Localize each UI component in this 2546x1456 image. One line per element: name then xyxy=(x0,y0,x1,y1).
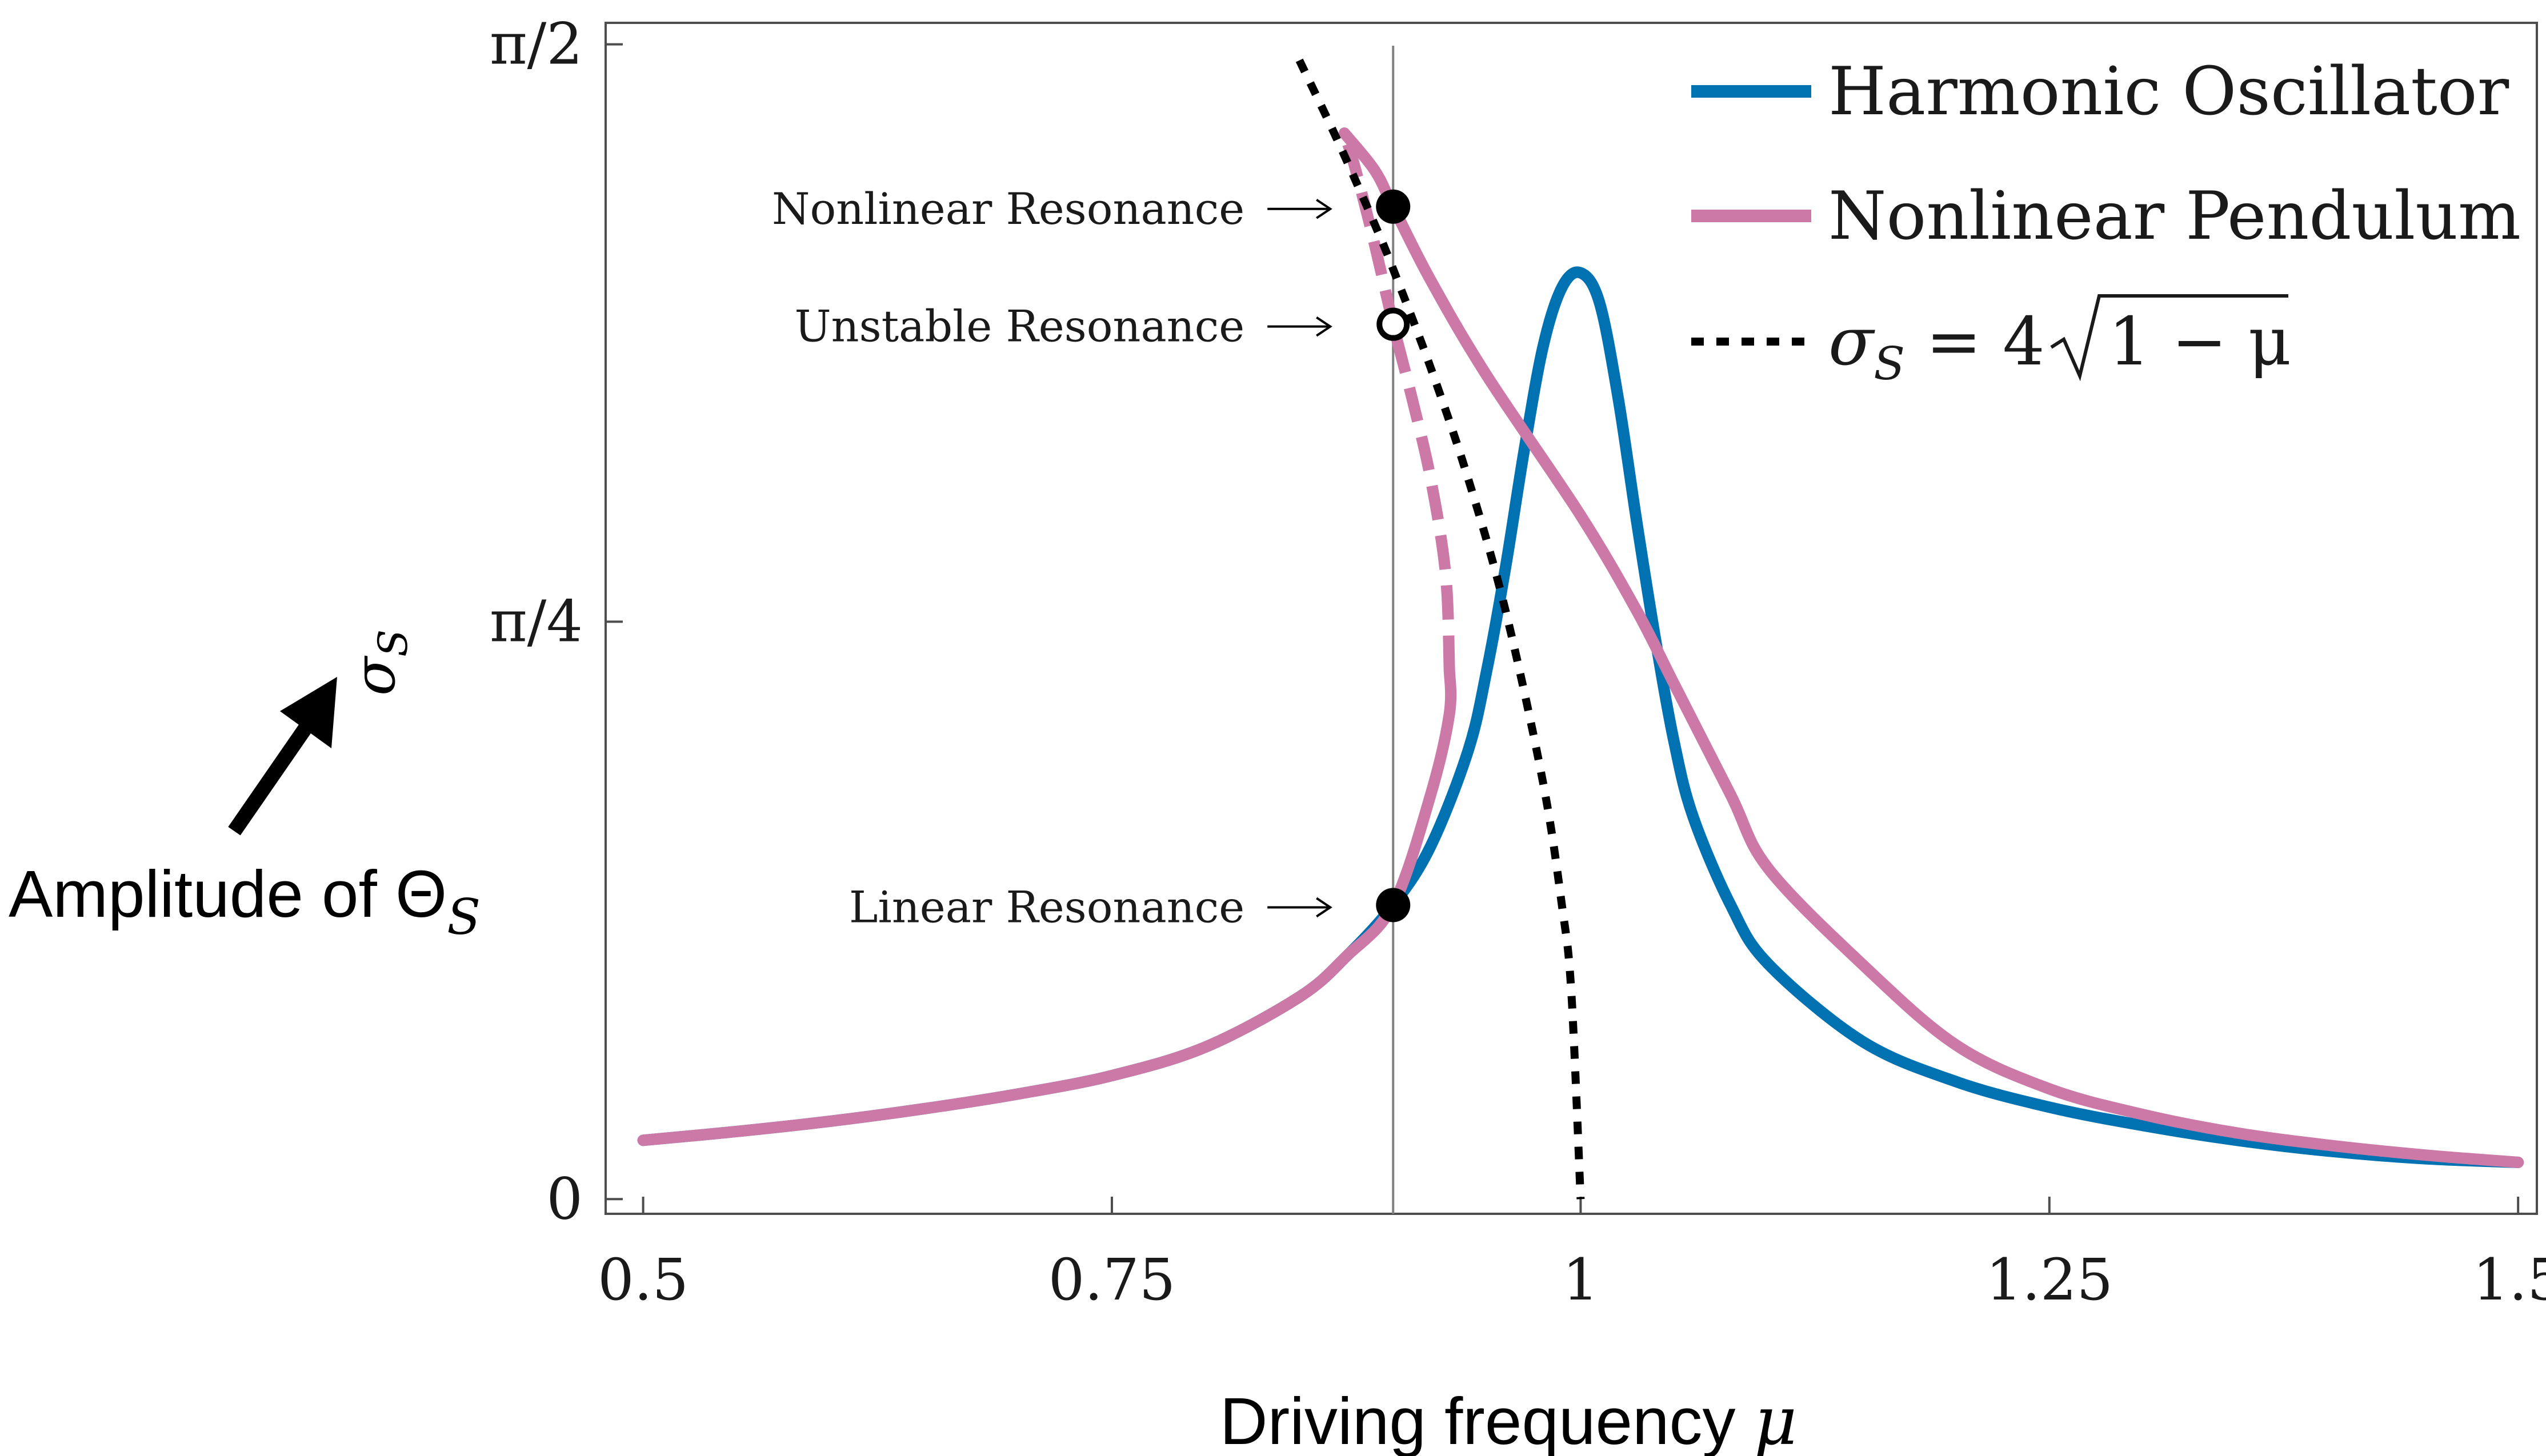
resonance-marker xyxy=(1376,888,1411,922)
series-layer xyxy=(637,58,2524,1200)
y-tick-label: π/2 xyxy=(490,11,583,78)
y-tick-label: π/4 xyxy=(490,588,583,655)
resonance-marker xyxy=(1376,189,1411,224)
annotation-label: Linear Resonance xyxy=(849,881,1244,932)
legend: Harmonic Oscillator Nonlinear Pendulum σS … xyxy=(1691,53,2521,390)
x-tick-label: 1.25 xyxy=(1985,1246,2113,1313)
y-axis-label: σS xyxy=(341,629,417,696)
markers-layer: Nonlinear Resonance Unstable Resonance Lin… xyxy=(772,183,1411,932)
y-annotation-arrow xyxy=(228,707,323,836)
y-annotation-arrowhead xyxy=(280,677,337,748)
y-tick-label: 0 xyxy=(546,1165,583,1232)
series-line xyxy=(637,664,1457,1146)
annotation-arrowhead xyxy=(1316,897,1332,918)
annotation-arrowhead xyxy=(1316,199,1332,219)
legend-label: Harmonic Oscillator xyxy=(1828,53,2509,130)
x-tick-label: 1.5 xyxy=(2473,1246,2546,1313)
annotation-label: Unstable Resonance xyxy=(795,301,1245,352)
x-axis-label: Driving frequency μ xyxy=(1220,1383,1797,1456)
series-line xyxy=(1338,127,2524,1168)
x-tick-label: 0.5 xyxy=(598,1246,688,1313)
resonance-marker-hollow xyxy=(1376,307,1410,341)
plot-frame xyxy=(605,22,2538,1215)
annotation-arrowhead xyxy=(1316,316,1332,337)
annotation-label: Nonlinear Resonance xyxy=(772,183,1244,234)
axes: 0.5 0.75 1 1.25 1.5 0 π/4 π/2 xyxy=(490,11,2546,1313)
series-line xyxy=(1295,58,1585,1200)
series-line xyxy=(637,266,2524,1168)
x-tick-label: 1 xyxy=(1563,1246,1599,1313)
legend-label: Nonlinear Pendulum xyxy=(1828,178,2521,255)
radical-sign xyxy=(2050,294,2288,382)
x-tick-label: 0.75 xyxy=(1048,1246,1176,1313)
legend-formula: σS = 4 xyxy=(1828,303,2045,390)
y-annotation-label: Amplitude of ΘS xyxy=(9,857,481,946)
series-line xyxy=(1339,131,1455,670)
legend-radicand: 1 − μ xyxy=(2108,303,2291,380)
axis-labels: Driving frequency μ σS Amplitude of ΘS xyxy=(9,629,1797,1456)
